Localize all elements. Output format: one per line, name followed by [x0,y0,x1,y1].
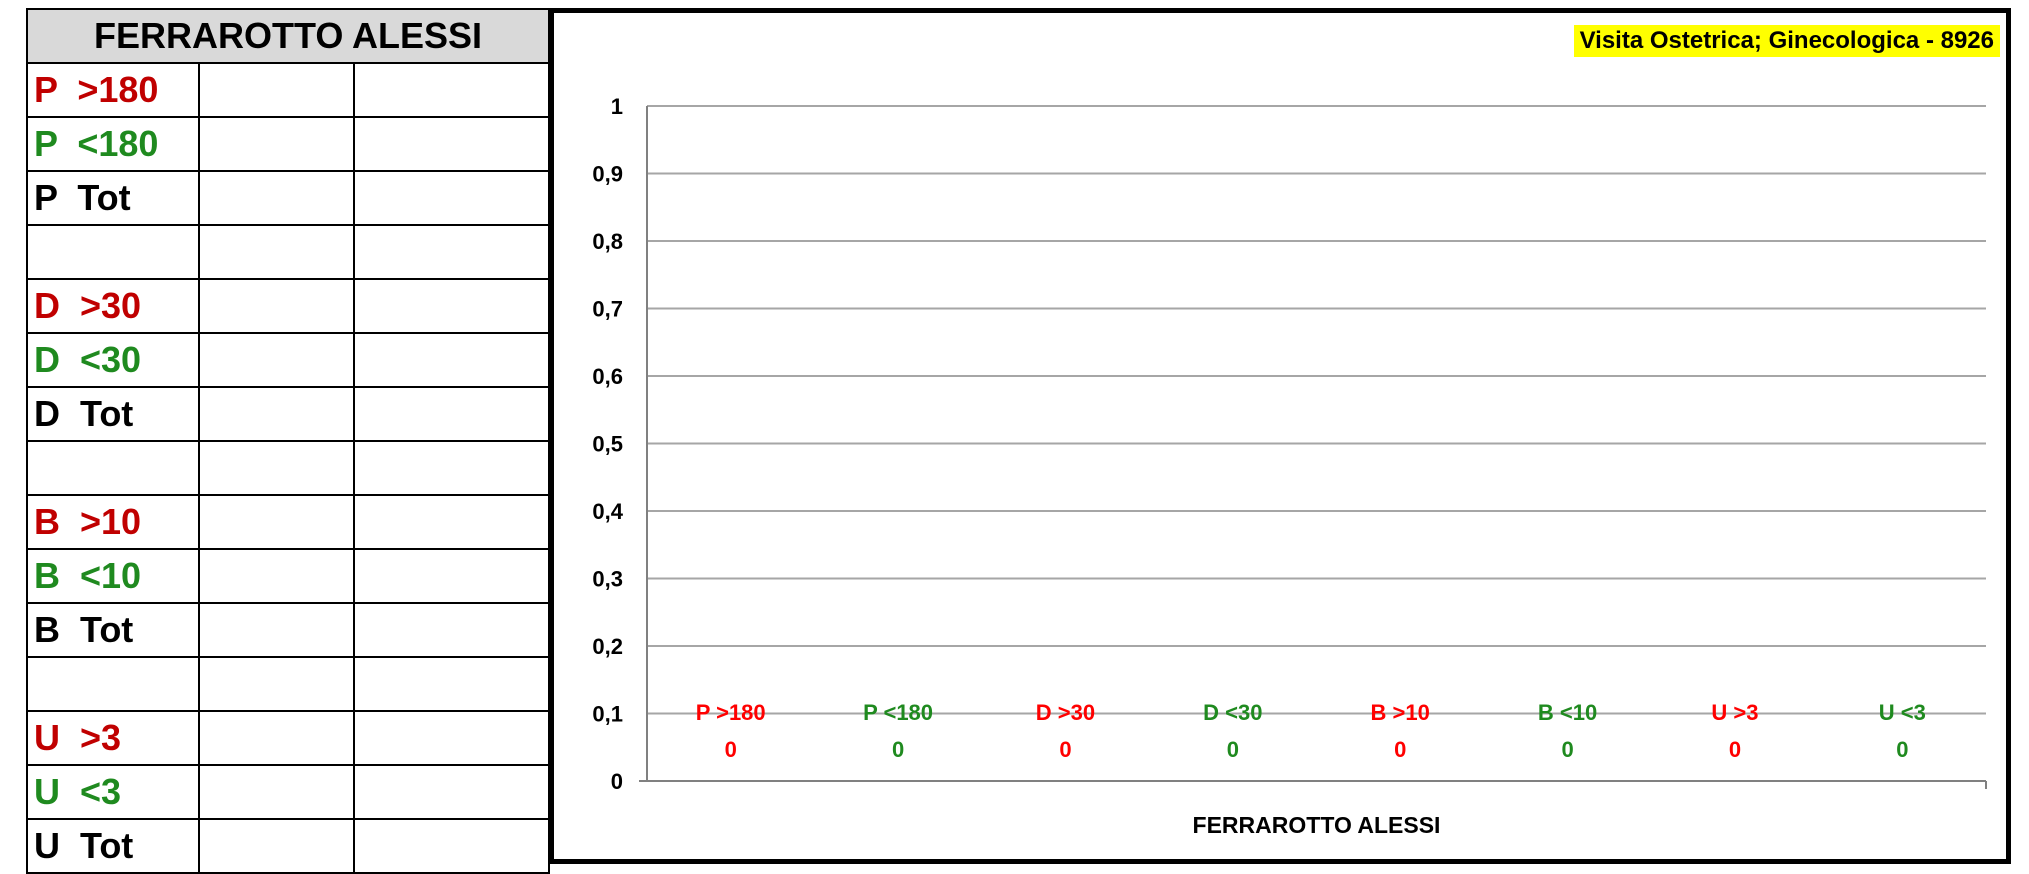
row-label: U >3 [26,710,200,766]
row-value-cell [198,440,355,496]
bar-value-label: 0 [1394,737,1406,762]
y-tick-label: 1 [611,94,623,119]
table-row: D Tot [26,386,551,442]
row-value-cell [352,818,551,874]
row-label [26,224,200,280]
y-tick-label: 0,2 [592,634,623,659]
table-row: B <10 [26,548,551,604]
row-label: B <10 [26,548,200,604]
table-header: FERRAROTTO ALESSI [25,8,551,64]
chart-title: Visita Ostetrica; Ginecologica - 8926 [1573,25,2000,57]
row-value-cell [352,494,551,550]
row-value-cell [352,116,551,172]
row-label: D <30 [26,332,200,388]
table-row: B Tot [26,602,551,658]
bar-value-label: 0 [725,737,737,762]
y-tick-label: 0,8 [592,229,623,254]
bar-value-label: 0 [1227,737,1239,762]
row-value-cell [198,602,355,658]
bar-category-label: P >180 [696,700,766,725]
row-label [26,440,200,496]
summary-table: FERRAROTTO ALESSI P >180 P <180 P Tot D >30… [25,8,551,874]
bar-category-label: D <30 [1203,700,1262,725]
row-value-cell [198,494,355,550]
y-tick-label: 0,6 [592,364,623,389]
row-label: P <180 [26,116,200,172]
row-label: U <3 [26,764,200,820]
row-label: D Tot [26,386,200,442]
row-label [26,656,200,712]
bar-category-label: B <10 [1538,700,1597,725]
row-value-cell [352,62,551,118]
row-value-cell [352,602,551,658]
table-row [26,224,551,280]
row-value-cell [198,224,355,280]
bar-category-label: U >3 [1711,700,1758,725]
row-value-cell [352,386,551,442]
table-row: B >10 [26,494,551,550]
table-row [26,656,551,712]
table-row: P <180 [26,116,551,172]
row-value-cell [198,386,355,442]
table-row: D <30 [26,332,551,388]
row-label: D >30 [26,278,200,334]
row-label: P Tot [26,170,200,226]
bar-category-label: B >10 [1371,700,1430,725]
row-value-cell [352,332,551,388]
row-value-cell [352,548,551,604]
row-value-cell [198,116,355,172]
row-label: B >10 [26,494,200,550]
table-body: P >180 P <180 P Tot D >30 D <30 D Tot B >10 B <… [26,62,551,874]
row-value-cell [198,332,355,388]
row-value-cell [198,278,355,334]
table-row: U Tot [26,818,551,874]
y-tick-label: 0,1 [592,702,623,727]
table-row: U >3 [26,710,551,766]
table-row: D >30 [26,278,551,334]
x-axis-title: FERRAROTTO ALESSI [1193,812,1441,838]
row-value-cell [352,278,551,334]
row-value-cell [198,548,355,604]
row-value-cell [352,440,551,496]
y-tick-label: 0,9 [592,162,623,187]
table-header-row: FERRAROTTO ALESSI [25,8,551,64]
bar-category-label: P <180 [863,700,933,725]
bar-category-label: D >30 [1036,700,1095,725]
bar-value-label: 0 [1896,737,1908,762]
table-row: P Tot [26,170,551,226]
y-tick-label: 0,3 [592,567,623,592]
row-value-cell [352,224,551,280]
bar-value-label: 0 [1561,737,1573,762]
row-value-cell [352,710,551,766]
row-value-cell [198,170,355,226]
row-value-cell [198,62,355,118]
bar-category-label: U <3 [1879,700,1926,725]
y-tick-label: 0,4 [592,499,623,524]
row-value-cell [352,656,551,712]
row-value-cell [352,170,551,226]
row-label: P >180 [26,62,200,118]
y-tick-label: 0,5 [592,432,623,457]
row-value-cell [198,710,355,766]
row-label: U Tot [26,818,200,874]
bar-value-label: 0 [892,737,904,762]
table-row: P >180 [26,62,551,118]
row-value-cell [198,818,355,874]
chart-frame: 0 0,1 0,2 0,3 0,4 0,5 0,6 0,7 0,8 0,9 1 P >180 0 P <1… [549,8,2011,864]
row-value-cell [198,656,355,712]
table-row [26,440,551,496]
bar-value-label: 0 [1729,737,1741,762]
row-value-cell [352,764,551,820]
y-tick-label: 0,7 [592,297,623,322]
y-tick-label: 0 [611,769,623,794]
bar-value-label: 0 [1059,737,1071,762]
row-value-cell [198,764,355,820]
row-label: B Tot [26,602,200,658]
bar-chart: 0 0,1 0,2 0,3 0,4 0,5 0,6 0,7 0,8 0,9 1 P >180 0 P <1… [592,94,1987,838]
table-row: U <3 [26,764,551,820]
